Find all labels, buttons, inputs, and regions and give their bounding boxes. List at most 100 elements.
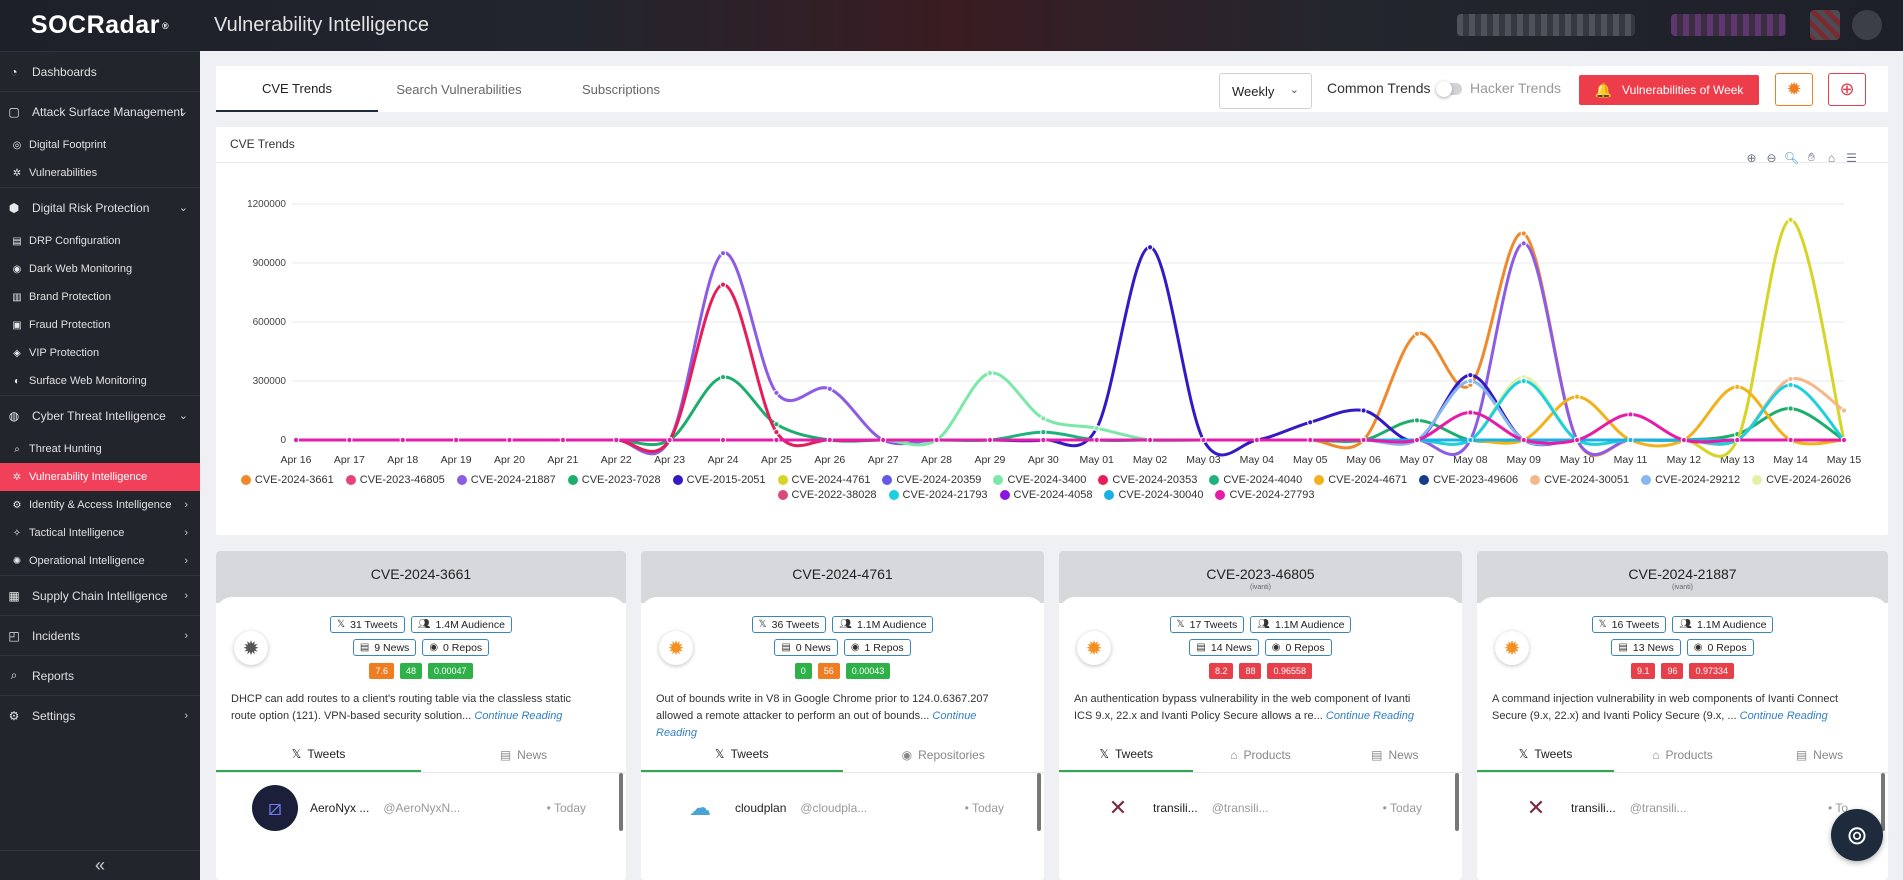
data-point[interactable]: [292, 436, 300, 444]
data-point[interactable]: [1467, 409, 1474, 416]
tweet-author[interactable]: transili...: [1571, 801, 1616, 815]
data-point[interactable]: [719, 281, 727, 288]
help-lifebuoy-icon[interactable]: ⊚: [1831, 809, 1883, 861]
data-point[interactable]: [1467, 377, 1474, 385]
data-point[interactable]: [986, 436, 994, 444]
legend-item[interactable]: CVE-2023-46805: [345, 474, 445, 486]
scrollbar[interactable]: [1881, 773, 1885, 831]
data-point[interactable]: [773, 429, 780, 436]
add-button[interactable]: ⊕: [1828, 73, 1866, 106]
sidebar-item-drp-configuration[interactable]: ▤ DRP Configuration: [0, 227, 200, 255]
data-point[interactable]: [506, 436, 513, 444]
card-tab-tweets[interactable]: 𝕏 Tweets: [1059, 738, 1194, 772]
data-point[interactable]: [1413, 330, 1421, 337]
continue-reading-link[interactable]: Continue Reading: [1325, 710, 1414, 722]
redacted-avatar[interactable]: [1810, 10, 1840, 40]
card-tab-tweets[interactable]: 𝕏 Tweets: [1477, 738, 1614, 772]
home-icon[interactable]: ⌂: [1827, 150, 1836, 165]
tweet-author[interactable]: transili...: [1153, 801, 1198, 815]
card-tab-products[interactable]: ⌂ Products: [1614, 738, 1751, 772]
data-point[interactable]: [1627, 436, 1634, 444]
data-point[interactable]: [1413, 417, 1421, 424]
scrollbar[interactable]: [619, 773, 623, 831]
sidebar-item-digital-risk-protection[interactable]: ⬢ Digital Risk Protection ⌄: [0, 187, 200, 227]
data-point[interactable]: [1520, 230, 1527, 237]
legend-item[interactable]: CVE-2024-27793: [1215, 489, 1314, 501]
sidebar-item-threat-hunting[interactable]: ⌕ Threat Hunting: [0, 435, 200, 463]
data-point[interactable]: [559, 436, 566, 444]
card-tab-tweets[interactable]: 𝕏 Tweets: [216, 738, 421, 772]
legend-item[interactable]: CVE-2024-30040: [1104, 489, 1203, 501]
data-point[interactable]: [1360, 407, 1367, 414]
sidebar-item-cyber-threat-intelligence[interactable]: ◍ Cyber Threat Intelligence ⌄: [0, 395, 200, 435]
data-point[interactable]: [1467, 372, 1474, 379]
sidebar-item-surface-web-monitoring[interactable]: ◐ Surface Web Monitoring: [0, 367, 200, 395]
menu-icon[interactable]: ☰: [1846, 150, 1857, 165]
data-point[interactable]: [1680, 436, 1687, 444]
data-point[interactable]: [666, 436, 673, 444]
data-point[interactable]: [1520, 436, 1527, 444]
legend-item[interactable]: CVE-2024-3661: [240, 474, 334, 486]
data-point[interactable]: [613, 436, 620, 444]
data-point[interactable]: [1093, 436, 1100, 444]
legend-item[interactable]: CVE-2024-26026: [1752, 474, 1851, 486]
data-point[interactable]: [1787, 375, 1794, 383]
series-cve-2024-3661[interactable]: [292, 230, 1848, 457]
data-point[interactable]: [1787, 405, 1794, 412]
series-cve-2015-2051[interactable]: [292, 244, 1848, 457]
sidebar-item-settings[interactable]: ⚙ Settings ›: [0, 695, 200, 735]
cve-id[interactable]: CVE-2024-21887: [1628, 566, 1737, 582]
data-point[interactable]: [773, 436, 780, 444]
sidebar-item-dark-web-monitoring[interactable]: ◉ Dark Web Monitoring: [0, 255, 200, 283]
sidebar-item-reports[interactable]: ⌕ Reports: [0, 655, 200, 695]
series-line[interactable]: [296, 385, 1845, 448]
legend-item[interactable]: CVE-2023-49606: [1419, 474, 1518, 486]
legend-item[interactable]: CVE-2024-4040: [1209, 474, 1302, 486]
redacted-company-selector[interactable]: [1457, 14, 1635, 36]
period-select[interactable]: Weekly ⌄: [1219, 73, 1312, 109]
sidebar-item-supply-chain-intelligence[interactable]: ▦ Supply Chain Intelligence ›: [0, 575, 200, 615]
card-tab-products[interactable]: ⌂ Products: [1193, 738, 1327, 772]
bug-filter-button[interactable]: ✹: [1775, 73, 1813, 106]
redacted-user-menu[interactable]: [1671, 14, 1786, 36]
tab-subscriptions[interactable]: Subscriptions: [581, 81, 661, 97]
tweet-author[interactable]: cloudplan: [735, 801, 787, 815]
data-point[interactable]: [933, 436, 940, 444]
legend-item[interactable]: CVE-2023-7028: [567, 474, 661, 486]
data-point[interactable]: [1253, 436, 1260, 444]
zoom-out-icon[interactable]: ⊖: [1766, 150, 1777, 165]
socradar-logo[interactable]: SOCRadar ®: [0, 11, 200, 40]
magnifier-icon[interactable]: 🔍︎: [1783, 150, 1800, 165]
sidebar-item-incidents[interactable]: ◰ Incidents ›: [0, 615, 200, 655]
data-point[interactable]: [346, 436, 353, 444]
card-tab-news[interactable]: ▤ News: [1751, 738, 1888, 772]
legend-item[interactable]: CVE-2024-20359: [882, 474, 981, 486]
data-point[interactable]: [1734, 436, 1741, 444]
tweet-item[interactable]: ✕ transili... @transili... • Today: [1059, 778, 1462, 838]
data-point[interactable]: [1520, 377, 1527, 385]
data-point[interactable]: [773, 389, 780, 396]
scrollbar[interactable]: [1037, 773, 1041, 831]
card-tab-news[interactable]: ▤ News: [1328, 738, 1462, 772]
continue-reading-link[interactable]: Continue Reading: [474, 710, 563, 722]
card-tab-repositories[interactable]: ◉ Repositories: [843, 738, 1045, 772]
cve-id[interactable]: CVE-2024-3661: [370, 566, 472, 582]
sidebar-item-identity-access-intelligence[interactable]: ⚙ Identity & Access Intelligence ›: [0, 491, 200, 519]
legend-item[interactable]: CVE-2022-38028: [777, 489, 877, 501]
tab-search-vulnerabilities[interactable]: Search Vulnerabilities: [396, 81, 522, 97]
redacted-settings-icon[interactable]: [1852, 10, 1882, 40]
data-point[interactable]: [1840, 407, 1848, 414]
tweet-item[interactable]: ⧄ AeroNyx ... @AeroNyxN... • Today: [216, 778, 626, 838]
data-point[interactable]: [1146, 436, 1154, 444]
data-point[interactable]: [719, 250, 727, 257]
legend-item[interactable]: CVE-2024-30051: [1530, 474, 1629, 486]
legend-item[interactable]: CVE-2024-21887: [456, 474, 556, 486]
sidebar-item-digital-footprint[interactable]: ◎ Digital Footprint: [0, 131, 200, 159]
data-point[interactable]: [1146, 244, 1154, 251]
series-cve-2024-27793[interactable]: [292, 409, 1848, 445]
legend-item[interactable]: CVE-2024-21793: [888, 489, 988, 501]
data-point[interactable]: [1413, 436, 1421, 444]
data-point[interactable]: [719, 373, 727, 381]
legend-item[interactable]: CVE-2024-20353: [1098, 474, 1197, 486]
sidebar-item-vip-protection[interactable]: ◈ VIP Protection: [0, 339, 200, 367]
